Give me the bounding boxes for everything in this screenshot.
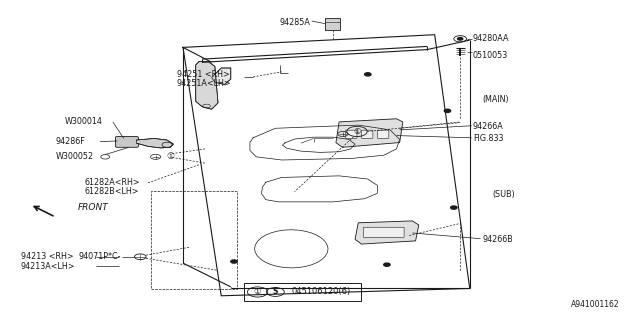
FancyBboxPatch shape xyxy=(362,130,373,139)
Polygon shape xyxy=(136,139,173,148)
Text: 94213 <RH>: 94213 <RH> xyxy=(20,252,73,261)
Text: ①: ① xyxy=(166,152,174,161)
Circle shape xyxy=(231,260,237,263)
Circle shape xyxy=(458,37,463,40)
Text: W300014: W300014 xyxy=(65,117,103,126)
Circle shape xyxy=(384,263,390,266)
Text: 94071P*C-: 94071P*C- xyxy=(79,252,121,261)
Text: (MAIN): (MAIN) xyxy=(483,95,509,104)
Text: 94213A<LH>: 94213A<LH> xyxy=(20,262,75,271)
Text: 94251 <RH>: 94251 <RH> xyxy=(177,70,229,79)
Text: 045106120(6): 045106120(6) xyxy=(291,287,351,296)
Text: 94251A<LH>: 94251A<LH> xyxy=(177,79,231,88)
Text: FIG.833: FIG.833 xyxy=(473,134,504,143)
Text: A941001162: A941001162 xyxy=(571,300,620,309)
Text: 94285A: 94285A xyxy=(280,18,310,27)
Polygon shape xyxy=(196,62,218,109)
Polygon shape xyxy=(212,68,231,84)
Polygon shape xyxy=(336,119,403,147)
FancyBboxPatch shape xyxy=(364,227,404,237)
Text: 94280AA: 94280AA xyxy=(473,34,509,43)
Text: 94266B: 94266B xyxy=(483,235,513,244)
FancyBboxPatch shape xyxy=(325,18,340,30)
Text: 94266A: 94266A xyxy=(473,122,504,131)
Text: FRONT: FRONT xyxy=(78,203,109,212)
Text: ①: ① xyxy=(353,127,361,136)
FancyBboxPatch shape xyxy=(244,283,362,301)
FancyBboxPatch shape xyxy=(115,137,138,147)
Circle shape xyxy=(365,73,371,76)
Polygon shape xyxy=(355,221,419,244)
Circle shape xyxy=(451,206,457,209)
Circle shape xyxy=(444,109,451,112)
Text: S: S xyxy=(273,287,278,296)
FancyBboxPatch shape xyxy=(346,130,357,139)
Text: 94286F: 94286F xyxy=(56,137,85,146)
Text: ①: ① xyxy=(254,287,261,296)
Text: 0510053: 0510053 xyxy=(473,51,508,60)
Text: 61282B<LH>: 61282B<LH> xyxy=(84,187,139,196)
Text: 61282A<RH>: 61282A<RH> xyxy=(84,178,140,187)
FancyBboxPatch shape xyxy=(378,130,389,139)
Text: (SUB): (SUB) xyxy=(492,190,515,199)
Text: W300052: W300052 xyxy=(56,152,93,161)
